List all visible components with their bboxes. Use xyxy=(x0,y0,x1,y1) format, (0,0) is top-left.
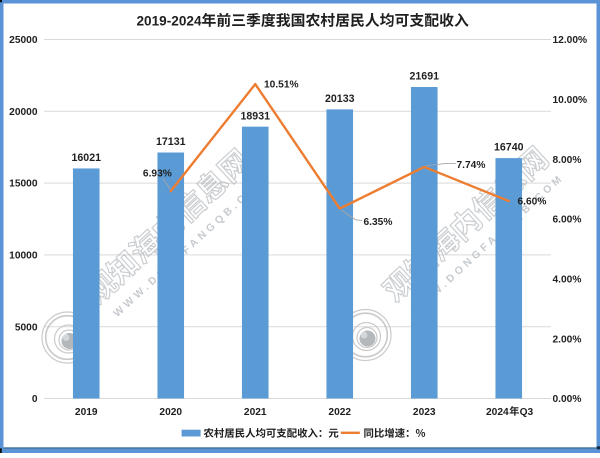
svg-text:2024: 2024 xyxy=(486,407,509,418)
svg-text:21691: 21691 xyxy=(410,71,440,83)
svg-text:17131: 17131 xyxy=(156,136,186,148)
svg-text:5000: 5000 xyxy=(15,322,38,333)
svg-text:15000: 15000 xyxy=(9,179,38,190)
svg-text:10000: 10000 xyxy=(9,251,38,262)
svg-text:2019: 2019 xyxy=(75,407,98,418)
svg-text:8.00%: 8.00% xyxy=(553,155,582,166)
svg-text:0.00%: 0.00% xyxy=(553,394,582,405)
svg-text:6.00%: 6.00% xyxy=(553,215,582,226)
svg-text:6.60%: 6.60% xyxy=(518,197,547,208)
svg-text:2021: 2021 xyxy=(244,407,267,418)
svg-text:6.35%: 6.35% xyxy=(364,217,393,228)
svg-text:2023: 2023 xyxy=(413,407,436,418)
svg-text:18931: 18931 xyxy=(241,110,271,122)
svg-text:25000: 25000 xyxy=(9,35,38,46)
svg-text:4.00%: 4.00% xyxy=(553,274,582,285)
svg-text:0: 0 xyxy=(32,394,38,405)
svg-text:12.00%: 12.00% xyxy=(553,35,588,46)
svg-text:2019-2024: 2019-2024 xyxy=(137,13,202,28)
svg-text:10.51%: 10.51% xyxy=(264,80,299,91)
svg-text:20000: 20000 xyxy=(9,107,38,118)
svg-text:10.00%: 10.00% xyxy=(553,95,588,106)
svg-text:2020: 2020 xyxy=(159,407,182,418)
svg-text:16021: 16021 xyxy=(72,152,102,164)
svg-text:6.93%: 6.93% xyxy=(143,169,172,180)
svg-text:20133: 20133 xyxy=(325,93,355,105)
svg-text:2022: 2022 xyxy=(328,407,351,418)
svg-text:2.00%: 2.00% xyxy=(553,334,582,345)
svg-text:7.74%: 7.74% xyxy=(457,160,486,171)
svg-text:16740: 16740 xyxy=(494,142,524,154)
svg-text:Q3: Q3 xyxy=(520,407,534,418)
